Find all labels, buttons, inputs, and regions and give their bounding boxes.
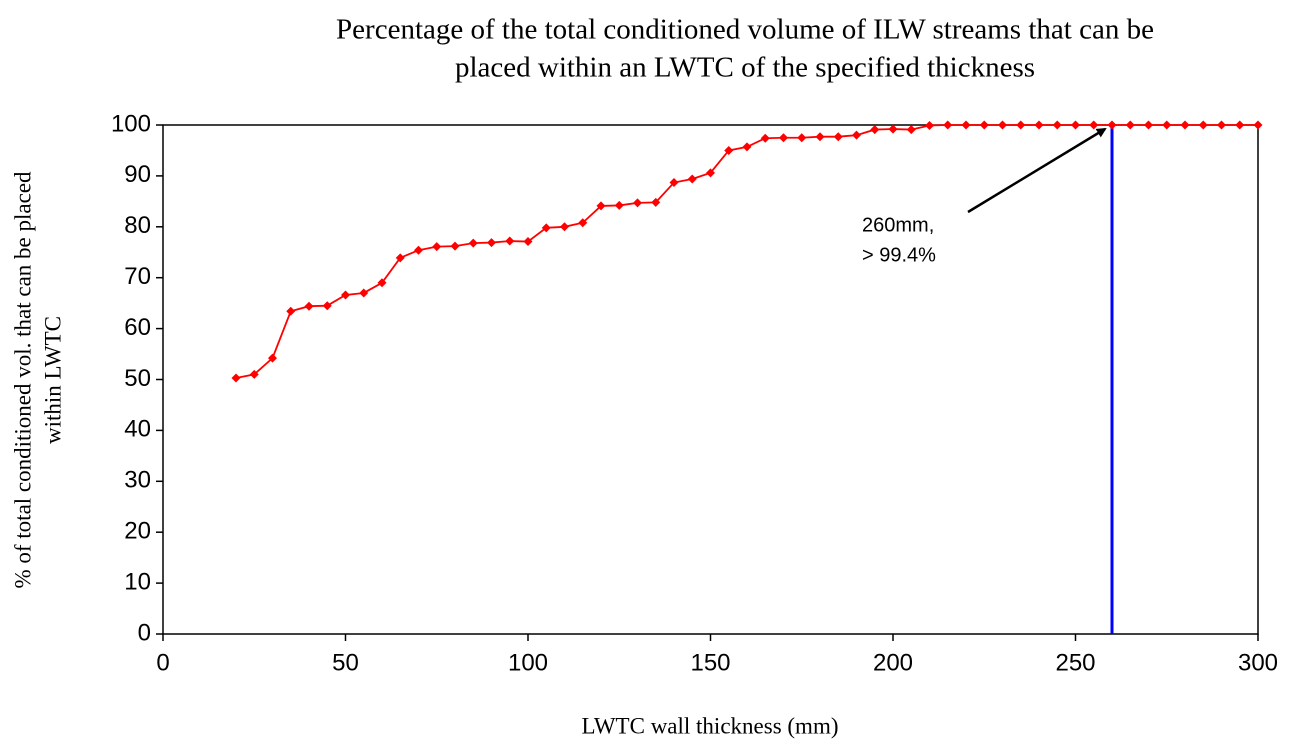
data-point: [614, 200, 624, 210]
annotation: 260mm,: [862, 214, 934, 236]
y-tick-label: 30: [124, 467, 151, 494]
chart-title: Percentage of the total conditioned volu…: [336, 14, 1154, 46]
data-point: [578, 218, 588, 228]
data-point: [377, 278, 387, 288]
data-point: [1253, 120, 1263, 130]
data-point: [249, 369, 259, 379]
y-tick-label: 100: [111, 110, 151, 137]
data-point: [943, 120, 953, 130]
data-point: [979, 120, 989, 130]
data-point: [687, 174, 697, 184]
data-point: [1016, 120, 1026, 130]
x-tick-label: 0: [156, 649, 169, 676]
data-point: [706, 168, 715, 178]
data-point: [870, 125, 880, 135]
x-tick-label: 50: [332, 649, 359, 676]
data-point: [1034, 120, 1044, 130]
data-point: [468, 238, 478, 248]
data-point: [1198, 120, 1208, 130]
data-point: [450, 241, 460, 251]
chart-title: placed within an LWTC of the specified t…: [455, 52, 1035, 84]
y-tick-label: 50: [124, 365, 151, 392]
data-point: [852, 130, 861, 140]
data-point: [596, 201, 606, 211]
data-point: [1089, 120, 1099, 130]
data-point: [1107, 120, 1117, 130]
data-line: [235, 124, 1258, 379]
data-point: [925, 121, 934, 131]
x-tick-label: 300: [1238, 649, 1278, 676]
data-point: [906, 125, 916, 135]
x-tick-label: 150: [690, 649, 730, 676]
y-axis-label: within LWTC: [40, 316, 65, 444]
data-point: [760, 133, 770, 143]
data-point: [268, 353, 277, 363]
data-point: [1162, 120, 1172, 130]
y-tick-label: 70: [124, 263, 151, 290]
data-point: [669, 178, 679, 188]
plot-frame: [162, 124, 1259, 635]
y-tick-label: 10: [124, 568, 151, 595]
data-point: [888, 124, 898, 134]
data-point: [1217, 120, 1226, 130]
y-tick-label: 20: [124, 518, 151, 545]
data-point: [1144, 120, 1153, 130]
data-point: [541, 223, 551, 233]
y-axis-label: % of total conditioned vol. that can be …: [10, 171, 35, 589]
data-point: [304, 301, 314, 311]
data-point: [231, 373, 241, 383]
data-point: [1052, 120, 1062, 130]
data-point: [359, 288, 369, 298]
x-axis-label: LWTC wall thickness (mm): [582, 713, 839, 738]
data-point: [779, 133, 788, 143]
data-point: [487, 238, 496, 248]
data-point: [651, 197, 661, 207]
data-point: [341, 290, 350, 300]
data-point: [560, 222, 569, 232]
x-tick-label: 250: [1055, 649, 1095, 676]
data-point: [724, 145, 734, 155]
annotation-arrow: [967, 127, 1107, 214]
data-point: [742, 142, 752, 152]
y-tick-label: 60: [124, 314, 151, 341]
data-point: [1071, 120, 1080, 130]
data-point: [633, 198, 642, 208]
data-point: [395, 253, 405, 263]
x-tick-label: 200: [873, 649, 913, 676]
data-point: [815, 132, 825, 142]
x-tick-label: 100: [508, 649, 548, 676]
data-point: [1235, 120, 1245, 130]
data-point: [833, 132, 843, 142]
y-tick-label: 40: [124, 416, 151, 443]
data-point: [1180, 120, 1190, 130]
data-point: [505, 236, 515, 246]
data-point: [414, 245, 423, 255]
y-tick-label: 90: [124, 161, 151, 188]
y-tick-label: 80: [124, 212, 151, 239]
data-point: [1125, 120, 1135, 130]
data-point: [523, 237, 533, 247]
data-point: [322, 301, 332, 311]
y-tick-label: 0: [138, 619, 151, 646]
data-point: [797, 133, 807, 143]
annotation: > 99.4%: [862, 244, 936, 266]
data-point: [286, 306, 296, 316]
data-point: [961, 120, 971, 130]
data-point: [998, 120, 1007, 130]
data-point: [432, 242, 442, 252]
